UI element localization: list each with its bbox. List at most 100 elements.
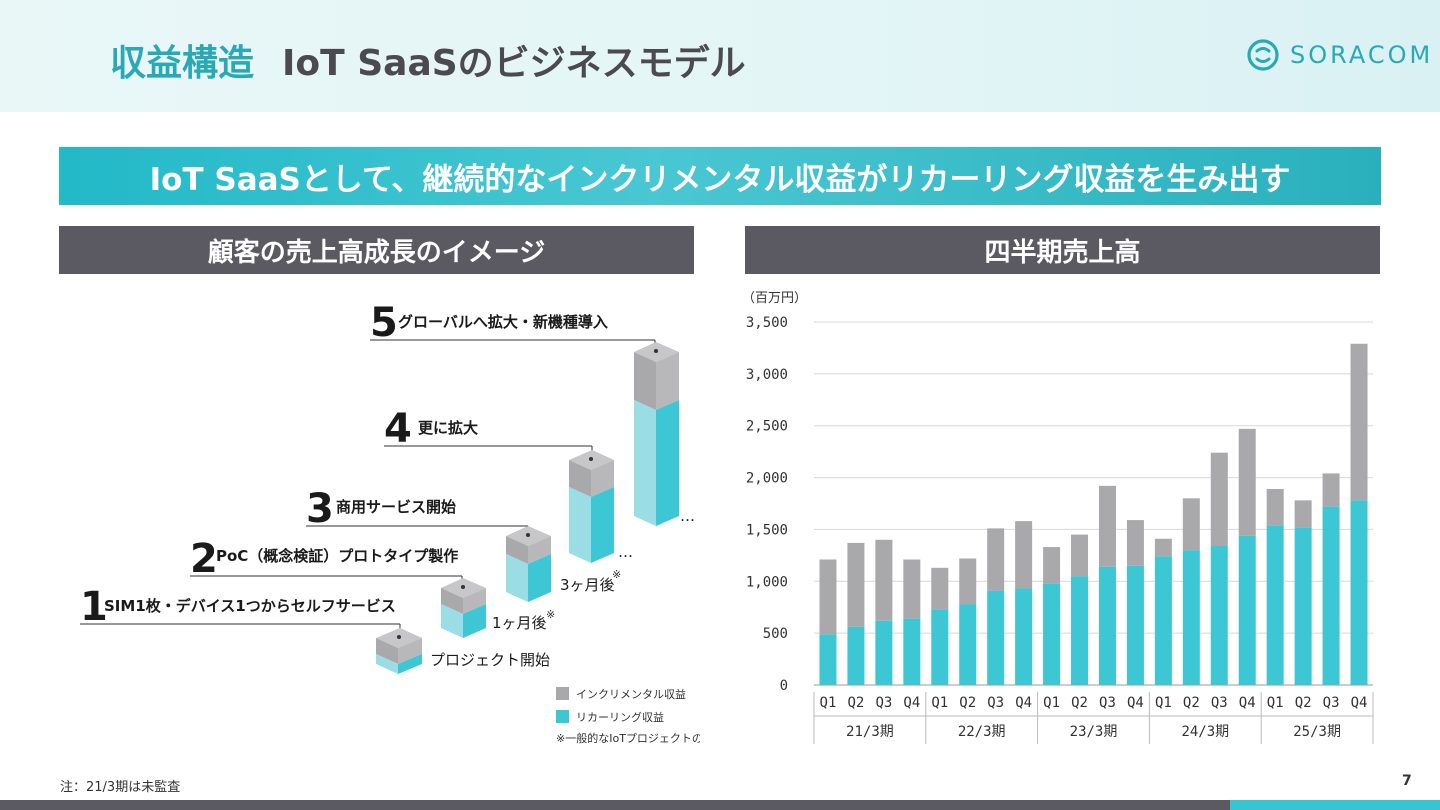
bar-incremental (1098, 485, 1116, 567)
fiscal-year-label: 24/3期 (1181, 724, 1229, 740)
bar-incremental (1182, 498, 1200, 551)
bar-incremental (1294, 500, 1312, 528)
y-tick-label: 0 (780, 678, 788, 694)
x-tick-label: Q3 (1323, 695, 1340, 711)
x-tick-label: Q1 (1267, 695, 1284, 711)
x-tick-label: Q1 (931, 695, 948, 711)
message-banner: IoT SaaSとして、継続的なインクリメンタル収益がリカーリング収益を生み出す (59, 147, 1381, 205)
bar-recurring (1071, 576, 1089, 685)
bar-incremental (1322, 473, 1340, 507)
x-tick-label: Q2 (1183, 695, 1200, 711)
y-tick-label: 1,000 (746, 574, 788, 590)
y-tick-label: 3,500 (746, 315, 788, 331)
bar-recurring (1238, 535, 1256, 685)
stage-5-number: 5 (370, 300, 398, 346)
bar-incremental (1210, 452, 1228, 547)
bar-incremental (987, 528, 1005, 591)
bar-recurring (987, 590, 1005, 685)
bar-incremental (959, 558, 977, 605)
legend-incremental-label: インクリメンタル収益 (576, 687, 686, 701)
bar-recurring (1182, 550, 1200, 685)
fiscal-year-label: 23/3期 (1070, 724, 1118, 740)
x-tick-label: Q3 (1211, 695, 1228, 711)
growth-illustration: .stage-num { font-size:40px; font-weight… (80, 300, 700, 745)
x-tick-label: Q1 (1043, 695, 1060, 711)
stage-2-note-mark: ※ (546, 608, 555, 621)
illustration-legend: インクリメンタル収益 リカーリング収益 ※一般的なIoTプロジェクトの一例 (556, 687, 700, 745)
x-tick-label: Q2 (1295, 695, 1312, 711)
x-tick-label: Q3 (987, 695, 1004, 711)
stage-5-ellipsis: … (680, 507, 695, 525)
bar-recurring (959, 604, 977, 685)
stage-5: 5 グローバルへ拡大・新機種導入 … (370, 300, 695, 526)
x-tick-label: Q4 (903, 695, 920, 711)
stage-1-number: 1 (80, 584, 108, 630)
y-tick-label: 500 (763, 626, 788, 642)
stage-4-number: 4 (384, 406, 412, 452)
bar-recurring (1126, 565, 1144, 685)
bar-incremental (847, 542, 865, 627)
bar-recurring (931, 609, 949, 685)
bar-recurring (1322, 506, 1340, 685)
legend-recurring-label: リカーリング収益 (576, 710, 664, 724)
bar-incremental (1071, 534, 1089, 577)
x-tick-label: Q4 (1015, 695, 1032, 711)
bottom-bar (0, 800, 1230, 810)
bar-recurring (1043, 583, 1061, 685)
legend-recurring-swatch (556, 710, 569, 723)
fiscal-year-label: 21/3期 (846, 724, 894, 740)
bottom-bar-accent (1230, 800, 1440, 810)
stage-3-label: 商用サービス開始 (336, 498, 456, 516)
x-tick-label: Q1 (1155, 695, 1172, 711)
bar-incremental (1238, 428, 1256, 536)
chart-unit-label: （百万円） (742, 291, 807, 306)
legend-note: ※一般的なIoTプロジェクトの一例 (556, 731, 700, 745)
y-tick-label: 1,500 (746, 522, 788, 538)
title-primary: 収益構造 (110, 43, 255, 84)
x-tick-label: Q3 (875, 695, 892, 711)
fiscal-year-label: 22/3期 (958, 724, 1006, 740)
x-tick-label: Q2 (847, 695, 864, 711)
x-tick-label: Q4 (1239, 695, 1256, 711)
bar-incremental (931, 567, 949, 610)
x-tick-label: Q2 (1071, 695, 1088, 711)
bar-recurring (1294, 527, 1312, 685)
header-band: 収益構造 IoT SaaSのビジネスモデル SORACOM (0, 0, 1440, 112)
stage-3-note-mark: ※ (612, 568, 621, 581)
logo: SORACOM (1246, 38, 1433, 72)
stage-2-label: PoC（概念検証）プロトタイプ製作 (216, 547, 458, 565)
stage-2: 2 PoC（概念検証）プロトタイプ製作 1ヶ月後 ※ (190, 536, 555, 638)
stage-1-caption: プロジェクト開始 (430, 651, 550, 669)
logo-text: SORACOM (1290, 41, 1434, 69)
legend-incremental-swatch (556, 687, 569, 700)
stage-1: 1 SIM1枚・デバイス1つからセルフサービス プロジェクト開始 (80, 584, 550, 674)
bar-incremental (1350, 343, 1368, 501)
bar-recurring (1015, 588, 1033, 685)
bar-incremental (1266, 488, 1284, 526)
x-tick-label: Q2 (959, 695, 976, 711)
fiscal-year-label: 25/3期 (1293, 724, 1341, 740)
bar-incremental (1043, 547, 1061, 584)
bar-recurring (1350, 500, 1368, 685)
bar-recurring (1098, 566, 1116, 685)
stage-3-caption: 3ヶ月後 (560, 576, 615, 594)
bar-recurring (819, 634, 837, 685)
bar-recurring (1266, 525, 1284, 685)
y-tick-label: 2,500 (746, 419, 788, 435)
bar-recurring (1154, 556, 1172, 685)
page-number: 7 (1402, 773, 1412, 789)
stage-4: 4 更に拡大 … (384, 406, 633, 563)
bar-incremental (1154, 538, 1172, 557)
bar-incremental (819, 559, 837, 635)
stage-4-ellipsis: … (618, 543, 633, 561)
y-tick-label: 2,000 (746, 471, 788, 487)
bar-recurring (875, 620, 893, 685)
bar-recurring (903, 618, 921, 685)
y-tick-label: 3,000 (746, 367, 788, 383)
stage-3-number: 3 (306, 486, 334, 532)
page-title: 収益構造 IoT SaaSのビジネスモデル (110, 34, 746, 86)
soracom-logo-icon (1247, 39, 1279, 71)
bar-incremental (875, 539, 893, 621)
x-tick-label: Q3 (1099, 695, 1116, 711)
stage-4-label: 更に拡大 (418, 419, 478, 437)
